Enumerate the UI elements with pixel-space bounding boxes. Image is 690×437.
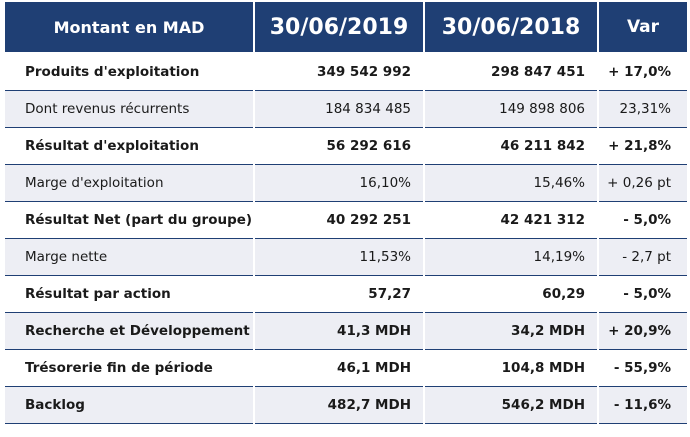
- table-row: Résultat par action 57,27 60,29- 5,0%: [5, 276, 687, 313]
- variation-value: + 0,26 pt: [599, 165, 687, 202]
- table-row: Marge d'exploitation 16,10% 15,46% + 0,26 p…: [5, 165, 687, 202]
- value-2019: 56 292 616: [255, 128, 423, 165]
- table-body: Produits d'exploitation 349 542 992 298 84…: [5, 54, 687, 424]
- value-2019: 41,3 MDH: [255, 313, 423, 350]
- header-amount-label: Montant en MAD: [5, 2, 253, 54]
- variation-value: - 5,0%: [599, 202, 687, 239]
- table-row: Recherche et Développement 41,3 MDH 34,2 M…: [5, 313, 687, 350]
- variation-value: + 20,9%: [599, 313, 687, 350]
- row-label: Backlog: [5, 387, 253, 424]
- row-label: Recherche et Développement: [5, 313, 253, 350]
- financial-summary-table: Montant en MAD 30/06/2019 30/06/2018 Var…: [3, 2, 689, 424]
- value-2019: 46,1 MDH: [255, 350, 423, 387]
- value-2018: 46 211 842: [425, 128, 597, 165]
- value-2019: 482,7 MDH: [255, 387, 423, 424]
- value-2018: 298 847 451: [425, 54, 597, 91]
- table-row: Résultat d'exploitation 56 292 616 46 211 …: [5, 128, 687, 165]
- financial-table-container: Montant en MAD 30/06/2019 30/06/2018 Var…: [3, 2, 687, 434]
- header-row: Montant en MAD 30/06/2019 30/06/2018 Var: [5, 2, 687, 54]
- row-label: Trésorerie fin de période: [5, 350, 253, 387]
- table-row: Trésorerie fin de période 46,1 MDH 104,8 M…: [5, 350, 687, 387]
- value-2019: 349 542 992: [255, 54, 423, 91]
- table-row: Backlog 482,7 MDH 546,2 MDH - 11,6%: [5, 387, 687, 424]
- value-2018: 60,29: [425, 276, 597, 313]
- table-row: Dont revenus récurrents 184 834 485 149 89…: [5, 91, 687, 128]
- variation-value: + 17,0%: [599, 54, 687, 91]
- table-row: Résultat Net (part du groupe) 40 292 251 4…: [5, 202, 687, 239]
- variation-value: - 5,0%: [599, 276, 687, 313]
- variation-value: + 21,8%: [599, 128, 687, 165]
- row-label: Résultat d'exploitation: [5, 128, 253, 165]
- variation-value: - 11,6%: [599, 387, 687, 424]
- row-label: Marge nette: [5, 239, 253, 276]
- header-date-2018: 30/06/2018: [425, 2, 597, 54]
- value-2018: 149 898 806: [425, 91, 597, 128]
- variation-value: 23,31%: [599, 91, 687, 128]
- value-2018: 34,2 MDH: [425, 313, 597, 350]
- value-2019: 40 292 251: [255, 202, 423, 239]
- variation-value: - 55,9%: [599, 350, 687, 387]
- value-2019: 11,53%: [255, 239, 423, 276]
- value-2018: 104,8 MDH: [425, 350, 597, 387]
- value-2018: 42 421 312: [425, 202, 597, 239]
- table-row: Produits d'exploitation 349 542 992 298 84…: [5, 54, 687, 91]
- row-label: Dont revenus récurrents: [5, 91, 253, 128]
- table-header: Montant en MAD 30/06/2019 30/06/2018 Var: [5, 2, 687, 54]
- row-label: Produits d'exploitation: [5, 54, 253, 91]
- header-date-2019: 30/06/2019: [255, 2, 423, 54]
- row-label: Résultat Net (part du groupe): [5, 202, 253, 239]
- value-2019: 184 834 485: [255, 91, 423, 128]
- value-2019: 16,10%: [255, 165, 423, 202]
- row-label: Résultat par action: [5, 276, 253, 313]
- value-2018: 14,19%: [425, 239, 597, 276]
- row-label: Marge d'exploitation: [5, 165, 253, 202]
- table-row: Marge nette 11,53% 14,19% - 2,7 pt: [5, 239, 687, 276]
- header-variation: Var: [599, 2, 687, 54]
- value-2018: 546,2 MDH: [425, 387, 597, 424]
- variation-value: - 2,7 pt: [599, 239, 687, 276]
- value-2019: 57,27: [255, 276, 423, 313]
- value-2018: 15,46%: [425, 165, 597, 202]
